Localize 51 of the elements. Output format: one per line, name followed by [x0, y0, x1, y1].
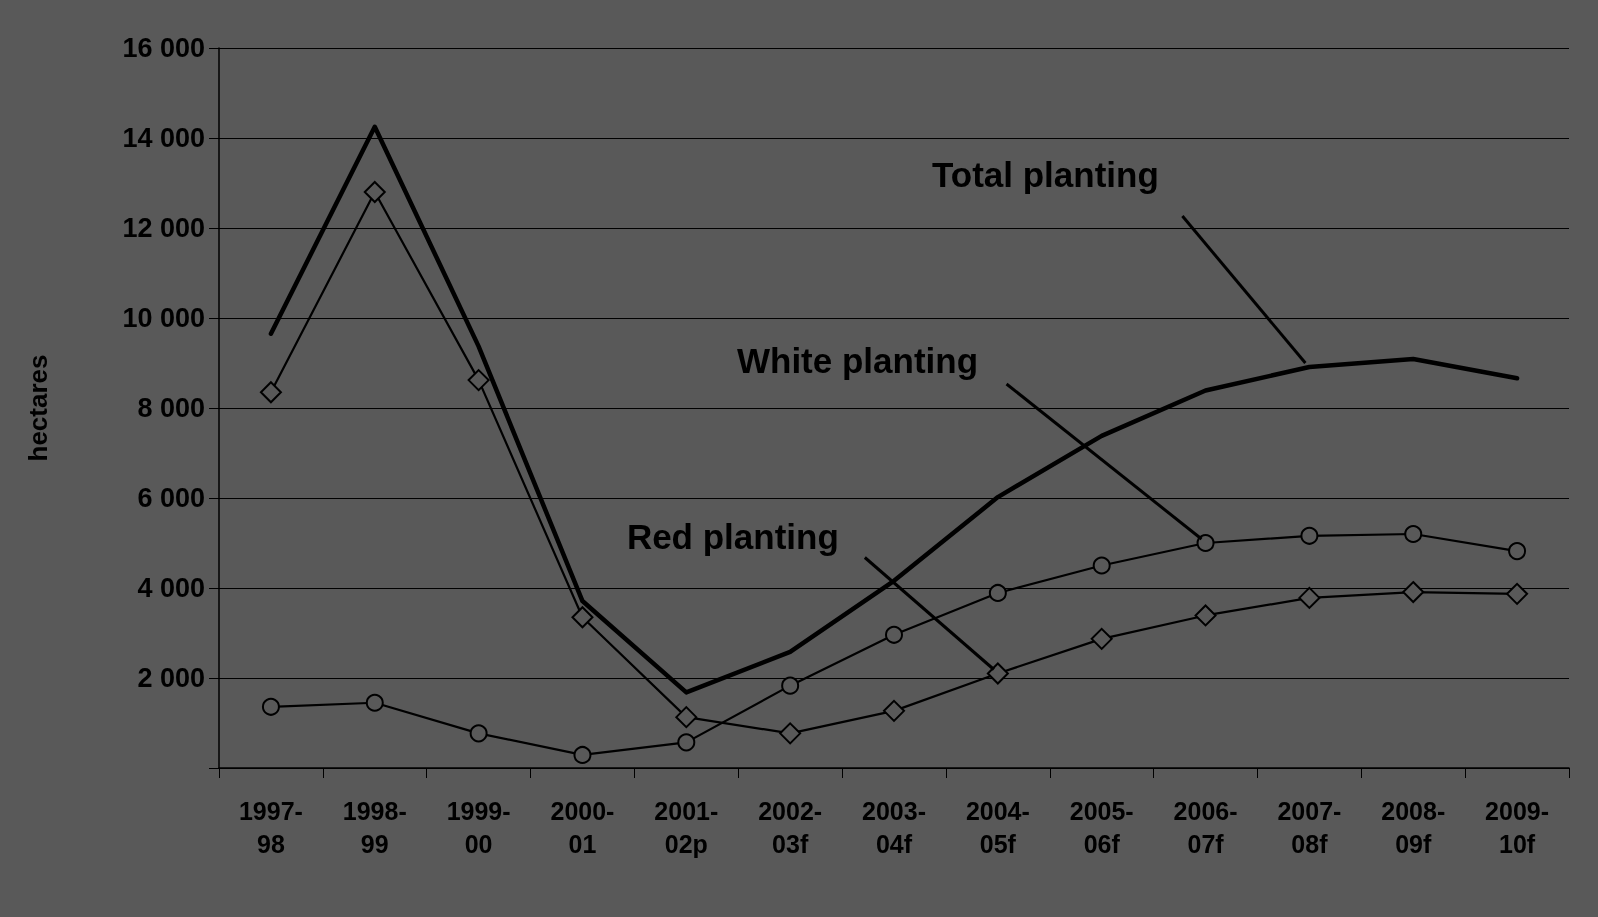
x-tick-label: 2005-06f — [1069, 796, 1134, 858]
y-axis-title: hectares — [23, 354, 53, 462]
y-tick-label: 8 000 — [137, 393, 205, 423]
point — [1298, 586, 1321, 609]
annotation: Total planting — [931, 155, 1159, 195]
x-tick-label: 2002-03f — [758, 796, 823, 858]
point — [781, 676, 800, 695]
point — [573, 745, 592, 764]
y-tick-label: 6 000 — [137, 483, 205, 513]
x-tick-label: 2008-09f — [1381, 796, 1446, 858]
x-tick-label: 1997-98 — [238, 796, 303, 858]
point — [883, 699, 905, 722]
y-tick-label: 16 000 — [122, 33, 205, 63]
point — [1402, 581, 1425, 604]
x-tick-label: 2006-07f — [1173, 796, 1238, 858]
point — [779, 722, 802, 745]
point — [1092, 556, 1111, 575]
x-tick-label: 2003-04f — [862, 796, 926, 858]
x-tick-label: 1998-99 — [342, 796, 407, 858]
point — [1194, 604, 1217, 627]
point — [988, 583, 1007, 602]
point — [675, 706, 698, 729]
point — [261, 697, 280, 716]
point — [1508, 542, 1527, 561]
point — [467, 369, 490, 392]
point — [469, 724, 488, 743]
x-tick-label: 2009-10f — [1485, 796, 1550, 858]
y-tick-label: 4 000 — [137, 573, 205, 603]
point — [1300, 526, 1319, 545]
y-tick-label: 2 000 — [137, 663, 205, 693]
y-tick-label: 12 000 — [122, 213, 205, 243]
x-tick-label: 1999-00 — [446, 796, 511, 858]
x-tick-label: 2007-08f — [1277, 796, 1342, 858]
point — [571, 606, 594, 629]
point — [259, 381, 282, 404]
annotation: White planting — [737, 341, 979, 381]
y-tick-label: 14 000 — [122, 123, 205, 153]
point — [363, 181, 386, 203]
point — [365, 693, 384, 712]
annotation: Red planting — [626, 516, 839, 556]
y-tick-label: 10 000 — [122, 303, 205, 333]
point — [1196, 534, 1215, 552]
point — [1090, 627, 1113, 650]
point — [986, 662, 1009, 685]
x-tick-label: 2001-02p — [654, 796, 719, 858]
point — [885, 625, 903, 644]
point — [1506, 582, 1529, 605]
point — [677, 733, 696, 752]
x-tick-label: 2004-05f — [965, 796, 1030, 858]
x-tick-label: 2000-01 — [550, 796, 615, 858]
point — [1404, 525, 1423, 543]
